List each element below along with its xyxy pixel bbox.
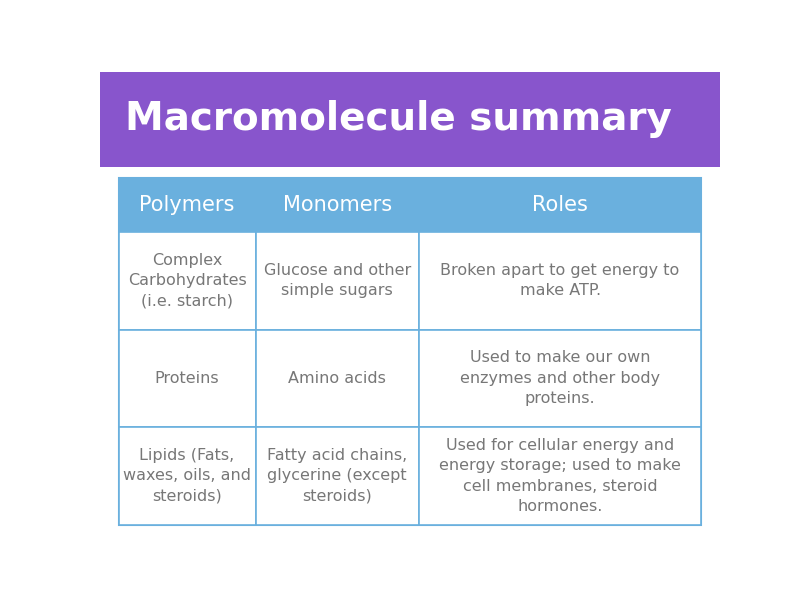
Bar (418, 427, 702, 525)
Bar (255, 329, 418, 427)
Bar (118, 329, 255, 427)
Bar (255, 178, 418, 232)
Bar (418, 178, 702, 232)
Text: Used to make our own
enzymes and other body
proteins.: Used to make our own enzymes and other b… (460, 350, 660, 406)
Text: Proteins: Proteins (154, 371, 219, 386)
Text: Glucose and other
simple sugars: Glucose and other simple sugars (263, 263, 410, 298)
Bar (418, 232, 702, 329)
Text: Fatty acid chains,
glycerine (except
steroids): Fatty acid chains, glycerine (except ste… (267, 448, 407, 504)
Bar (118, 178, 255, 232)
Bar (100, 72, 720, 167)
Bar (255, 232, 418, 329)
Bar (118, 427, 255, 525)
Text: Complex
Carbohydrates
(i.e. starch): Complex Carbohydrates (i.e. starch) (128, 253, 246, 308)
Text: Amino acids: Amino acids (288, 371, 386, 386)
Text: Monomers: Monomers (282, 195, 392, 215)
Text: Used for cellular energy and
energy storage; used to make
cell membranes, steroi: Used for cellular energy and energy stor… (439, 438, 681, 514)
Bar (118, 178, 702, 525)
Bar (118, 232, 255, 329)
Text: Polymers: Polymers (139, 195, 234, 215)
Text: Lipids (Fats,
waxes, oils, and
steroids): Lipids (Fats, waxes, oils, and steroids) (123, 448, 251, 504)
Text: Broken apart to get energy to
make ATP.: Broken apart to get energy to make ATP. (441, 263, 680, 298)
Text: Roles: Roles (532, 195, 588, 215)
Bar (255, 427, 418, 525)
Text: Macromolecule summary: Macromolecule summary (125, 100, 672, 139)
Bar (418, 329, 702, 427)
